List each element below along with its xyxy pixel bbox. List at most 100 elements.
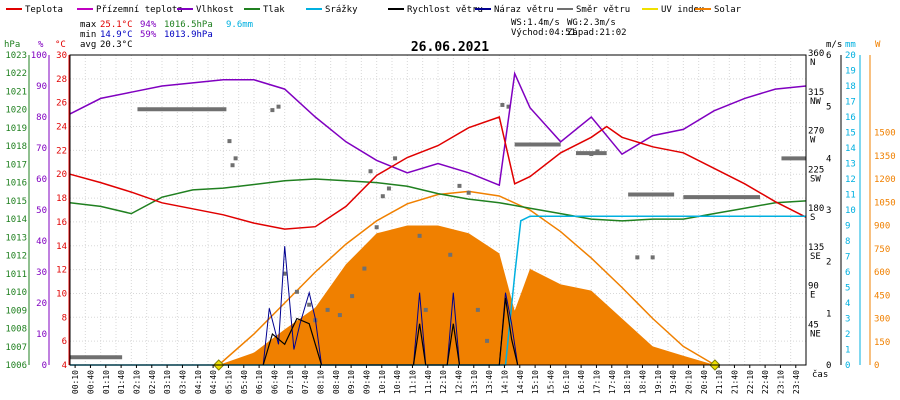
wind-dir-point [506,104,511,109]
pct-tick-label: 30 [36,268,47,278]
stat-min-press: 1013.9hPa [164,30,213,40]
ms-axis-unit: m/s [826,40,842,50]
temp-tick-label: 26 [56,99,67,109]
stat-min-temp: 14.9°C [100,30,133,40]
deg-tick-label: 90 [808,282,819,292]
wind-dir-point [233,156,238,161]
legend-label-0: Teplota [25,5,63,15]
stat-rain: 9.6mm [226,20,253,30]
wind-dir-point [475,307,480,312]
wind-dir-point [227,139,232,144]
x-tick-label: 10:10 [378,370,387,394]
mm-tick-label: 6 [845,268,850,278]
stat-avg-temp: 20.3°C [100,40,133,50]
wind-dir-point [362,266,367,271]
stat-min-hum: 59% [140,30,157,40]
ms-tick-label: 3 [826,206,831,216]
x-tick-label: 03:10 [163,370,172,394]
mm-tick-label: 2 [845,330,850,340]
temp-tick-label: 14 [56,242,67,252]
hpa-axis-unit: hPa [4,40,20,50]
wind-dir-point [650,255,655,260]
legend-label-6: Náraz větru [494,5,554,15]
x-tick-label: 09:10 [347,370,356,394]
mm-tick-label: 0 [845,361,850,371]
stat-avg-label: avg [80,40,96,50]
mm-tick-label: 3 [845,315,850,325]
x-tick-label: 23:10 [776,370,785,394]
temp-tick-label: 20 [56,170,67,180]
dir-tick-label: W [810,136,816,146]
w-tick-label: 1050 [874,198,896,208]
w-tick-label: 300 [874,315,890,325]
pct-tick-label: 60 [36,175,47,185]
mm-tick-label: 15 [845,129,856,139]
w-tick-label: 0 [874,361,879,371]
deg-tick-label: 225 [808,165,824,175]
wind-dir-point [294,289,299,294]
w-tick-label: 150 [874,338,890,348]
wind-dir-point [589,152,594,157]
dir-tick-label: E [810,291,815,301]
solar-area [218,225,715,365]
x-tick-label: 15:40 [546,370,555,394]
stat-min-label: min [80,30,96,40]
x-tick-label: 00:10 [71,370,80,394]
wind-dir-point [307,302,312,307]
x-tick-label: 06:40 [270,370,279,394]
x-tick-label: 12:10 [439,370,448,394]
deg-tick-label: 315 [808,88,824,98]
wind-dir-point [230,163,235,168]
legend: Teplota Přízemní teplota Vlhkost Tlak Srážky… [6,5,742,15]
stat-sunrise: Východ:04:51 [511,28,576,38]
chart-title: 26.06.2021 [411,40,489,55]
w-tick-label: 600 [874,268,890,278]
dir-tick-label: NW [810,97,821,107]
x-tick-label: 04:40 [209,370,218,394]
axis-units: hPa % °C m/s mm W čas [4,40,881,380]
ms-tick-label: 4 [826,154,831,164]
mm-tick-label: 19 [845,67,856,77]
stat-max-label: max [80,20,97,30]
temperature-line [69,116,807,230]
mm-tick-label: 9 [845,222,850,232]
x-tick-label: 21:40 [730,370,739,394]
dir-tick-label: S [810,213,815,223]
legend-label-1: Přízemní teplota [96,5,183,15]
wind-dir-point [270,108,275,113]
hpa-tick-label: 1015 [5,197,27,207]
pct-tick-label: 50 [36,206,47,216]
hpa-tick-label: 1020 [5,106,27,116]
ms-tick-label: 2 [826,258,831,268]
wind-speed-line [262,297,519,366]
x-tick-label: 17:10 [592,370,601,394]
x-tick-label: 07:40 [301,370,310,394]
wind-dir-point [500,102,505,107]
x-tick-label: 07:10 [286,370,295,394]
x-tick-label: 13:10 [470,370,479,394]
wind-dir-point [325,307,330,312]
pct-tick-label: 40 [36,237,47,247]
wind-dir-point [457,183,462,188]
ms-tick-label: 0 [826,361,831,371]
series-layer [69,70,807,371]
x-tick-label: 05:40 [240,370,249,394]
hpa-tick-label: 1013 [5,233,27,243]
mm-tick-label: 1 [845,346,850,356]
wind-dir-point [386,186,391,191]
mm-tick-label: 7 [845,253,850,263]
x-tick-label: 22:10 [746,370,755,394]
mm-tick-label: 12 [845,175,856,185]
wind-dir-point [380,194,385,199]
temp-tick-label: 16 [56,218,67,228]
x-tick-label: 03:40 [178,370,187,394]
mm-tick-label: 4 [845,299,850,309]
mm-tick-label: 16 [845,113,856,123]
wind-dir-point [635,255,640,260]
temp-tick-label: 6 [62,337,67,347]
legend-label-9: Solar [714,5,742,15]
x-tick-label: 13:40 [485,370,494,394]
stat-sunset: Západ:21:02 [567,28,627,38]
x-tick-label: 11:40 [424,370,433,394]
hpa-tick-label: 1008 [5,325,27,335]
